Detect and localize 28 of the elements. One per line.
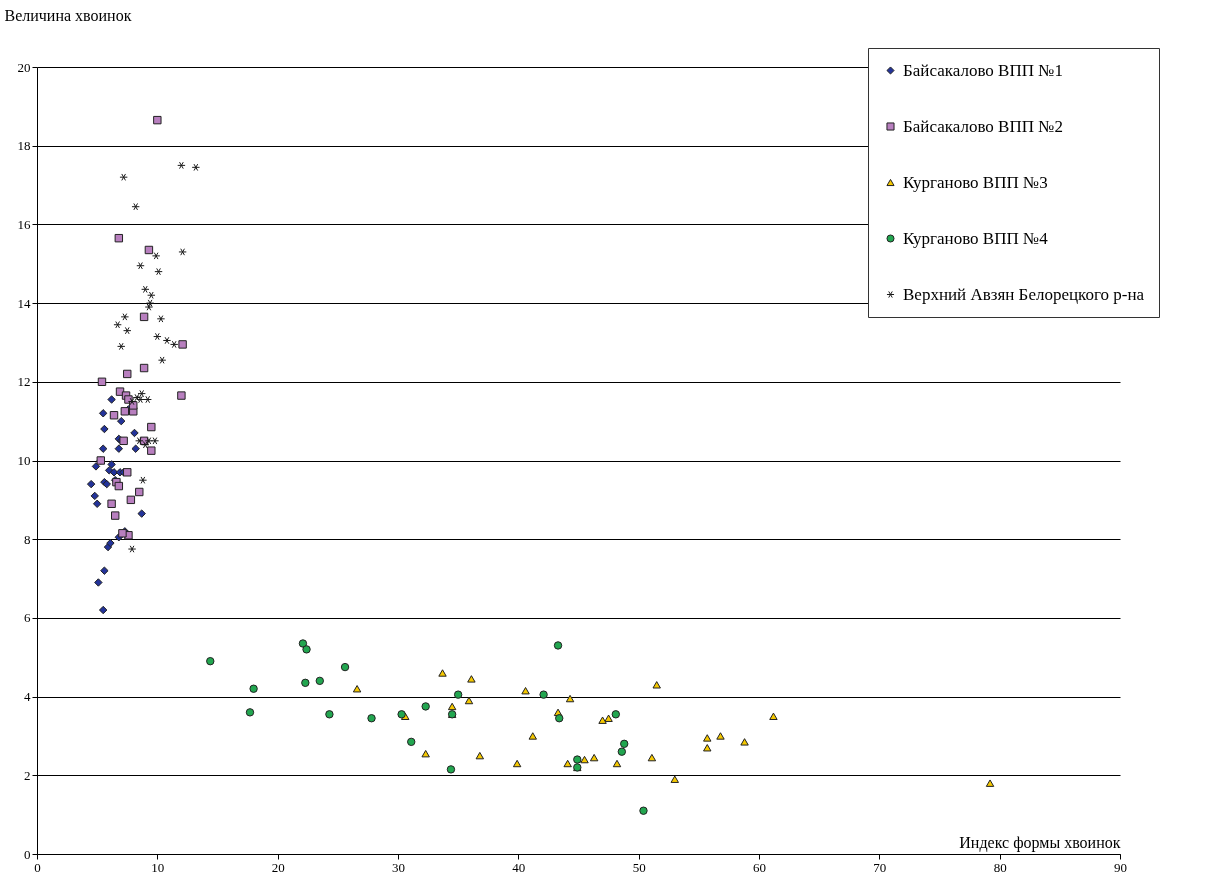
legend-label: Верхний Авзян Белорецкого р-на	[903, 284, 1145, 304]
x-tick-label: 60	[753, 859, 766, 875]
x-tick-label: 0	[34, 859, 41, 875]
x-tick-label: 10	[151, 859, 165, 875]
y-tick-label: 4	[24, 689, 31, 705]
y-tick-label: 16	[17, 216, 31, 232]
legend-label: Байсакалово ВПП №2	[903, 116, 1063, 136]
y-tick-label: 6	[24, 610, 31, 626]
y-axis-title: Величина хвоинок	[4, 6, 132, 24]
y-tick-label: 14	[17, 295, 31, 311]
x-tick-label: 50	[632, 859, 646, 875]
legend-label: Курганово ВПП №4	[903, 228, 1049, 248]
x-axis-title: Индекс формы хвоинок	[959, 833, 1121, 852]
y-tick-label: 8	[24, 531, 31, 547]
y-tick-label: 20	[17, 59, 31, 75]
y-tick-label: 18	[17, 138, 31, 154]
y-tick-label: 12	[17, 374, 31, 390]
x-tick-label: 70	[873, 859, 887, 875]
x-tick-label: 40	[512, 859, 526, 875]
y-tick-label: 0	[24, 846, 31, 862]
x-tick-label: 90	[1114, 859, 1127, 875]
x-tick-label: 30	[392, 859, 405, 875]
legend-label: Курганово ВПП №3	[903, 172, 1048, 192]
y-tick-label: 2	[24, 767, 31, 783]
x-tick-label: 80	[993, 859, 1007, 875]
x-tick-label: 20	[271, 859, 285, 875]
y-tick-label: 10	[17, 453, 31, 468]
legend-label: Байсакалово ВПП №1	[903, 60, 1063, 80]
